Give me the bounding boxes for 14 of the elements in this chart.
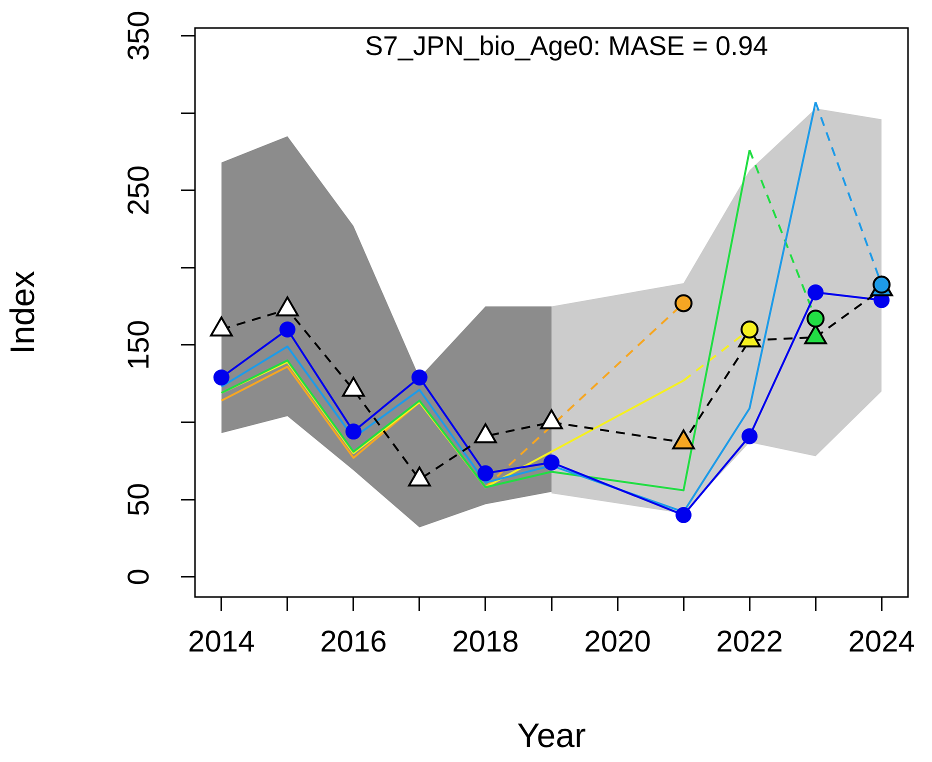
x-tick-label: 2020 (584, 625, 651, 658)
y-axis-title: Index (4, 270, 42, 354)
y-tick-label: 250 (122, 165, 156, 216)
y-tick-label: 150 (122, 320, 156, 370)
y-tick-label: 0 (122, 568, 156, 586)
x-tick-label: 2022 (716, 625, 783, 658)
x-tick-label: 2016 (320, 625, 387, 658)
x-tick-label: 2014 (188, 625, 255, 658)
annotation: S7_JPN_bio_Age0: MASE = 0.94 (364, 30, 768, 61)
y-tick-label: 350 (122, 10, 156, 61)
x-tick-label: 2018 (452, 625, 519, 658)
x-axis-title: Year (517, 716, 586, 755)
y-tick-label: 50 (122, 482, 156, 516)
x-tick-label: 2024 (848, 625, 915, 658)
